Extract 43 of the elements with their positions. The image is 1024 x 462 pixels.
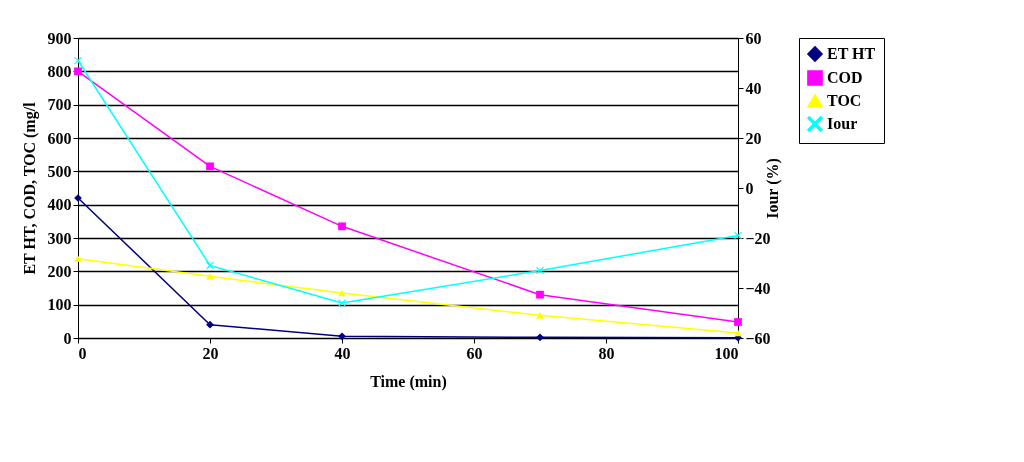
y2-tick-label: 20 [745,129,762,147]
point [206,261,214,270]
x-tick-label: 0 [78,344,87,362]
legend-label: COD [827,69,863,86]
x-axis-title: Time (min) [370,372,447,391]
y-tick-label: 100 [47,296,72,314]
y-tick-label: 700 [47,96,72,114]
y-tick-label: 900 [47,29,72,47]
x-tick-label: 80 [598,344,615,362]
y2-axis-title: Iour (%) [763,158,782,219]
x-tick-label: 60 [466,344,483,362]
point [338,332,346,341]
y-tick-label: 500 [47,162,72,180]
legend-label: TOC [827,92,862,109]
y2-tick-label: −20 [745,229,771,247]
y2-tick-label: −40 [745,279,771,297]
y2-tick-label: 60 [745,29,762,47]
point [74,255,82,263]
y-axis-title: ET HT, COD, TOC (mg/l [20,101,39,275]
legend-label: ET HT [827,45,876,62]
y2-tick-label: −60 [745,329,771,347]
y-tick-label: 200 [47,262,72,280]
point [206,272,214,280]
x-tick-label: 20 [202,344,219,362]
point [74,56,82,65]
y-tick-label: 400 [47,196,72,214]
x-tick-label: 40 [334,344,351,362]
point [338,222,346,231]
y-tick-label: 800 [47,62,72,80]
point [206,162,214,171]
y-tick-label: 600 [47,129,72,147]
legend-label: Iour [827,115,858,132]
point [536,266,544,275]
x-tick-label: 100 [714,344,739,362]
point [536,311,544,319]
point [536,333,544,342]
y2-tick-label: 40 [745,79,762,97]
y2-tick-label: 0 [745,179,754,197]
point [536,290,544,299]
point [206,320,214,329]
point [734,318,742,326]
y-tick-label: 300 [47,229,72,247]
y-tick-label: 0 [63,329,72,347]
